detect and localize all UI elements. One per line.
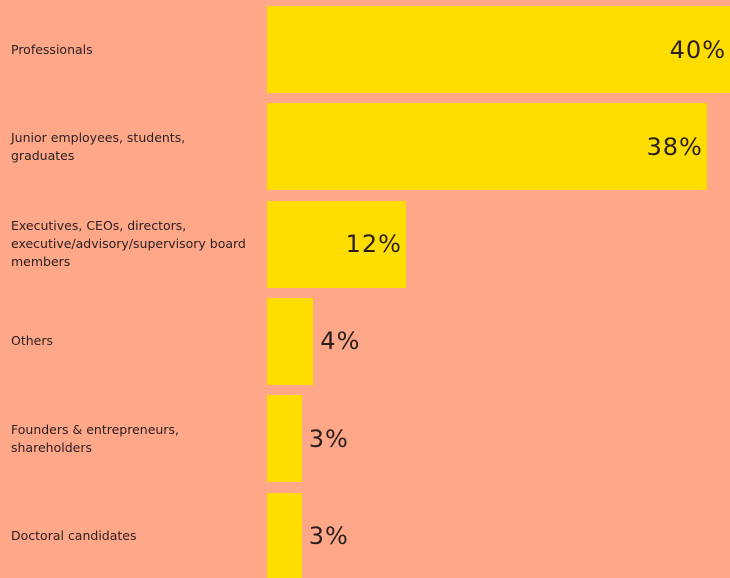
category-label: Executives, CEOs, directors, executive/a… <box>11 218 246 270</box>
value-label: 4% <box>320 327 361 356</box>
bar <box>267 6 730 93</box>
category-label: Professionals <box>11 41 93 57</box>
value-label: 40% <box>669 35 726 64</box>
bar <box>267 395 302 483</box>
bar <box>267 200 406 288</box>
value-label: 3% <box>308 522 349 550</box>
bar <box>267 103 707 191</box>
category-label: Others <box>11 333 54 349</box>
bar <box>267 297 314 385</box>
category-label: Junior employees, students, graduates <box>11 129 186 163</box>
value-label: 38% <box>646 132 703 161</box>
category-label: Doctoral candidates <box>11 528 137 543</box>
bar <box>267 492 302 578</box>
value-label: 3% <box>308 424 349 453</box>
value-label: 12% <box>345 230 402 259</box>
category-label: Founders & entrepreneurs, shareholders <box>11 421 179 455</box>
